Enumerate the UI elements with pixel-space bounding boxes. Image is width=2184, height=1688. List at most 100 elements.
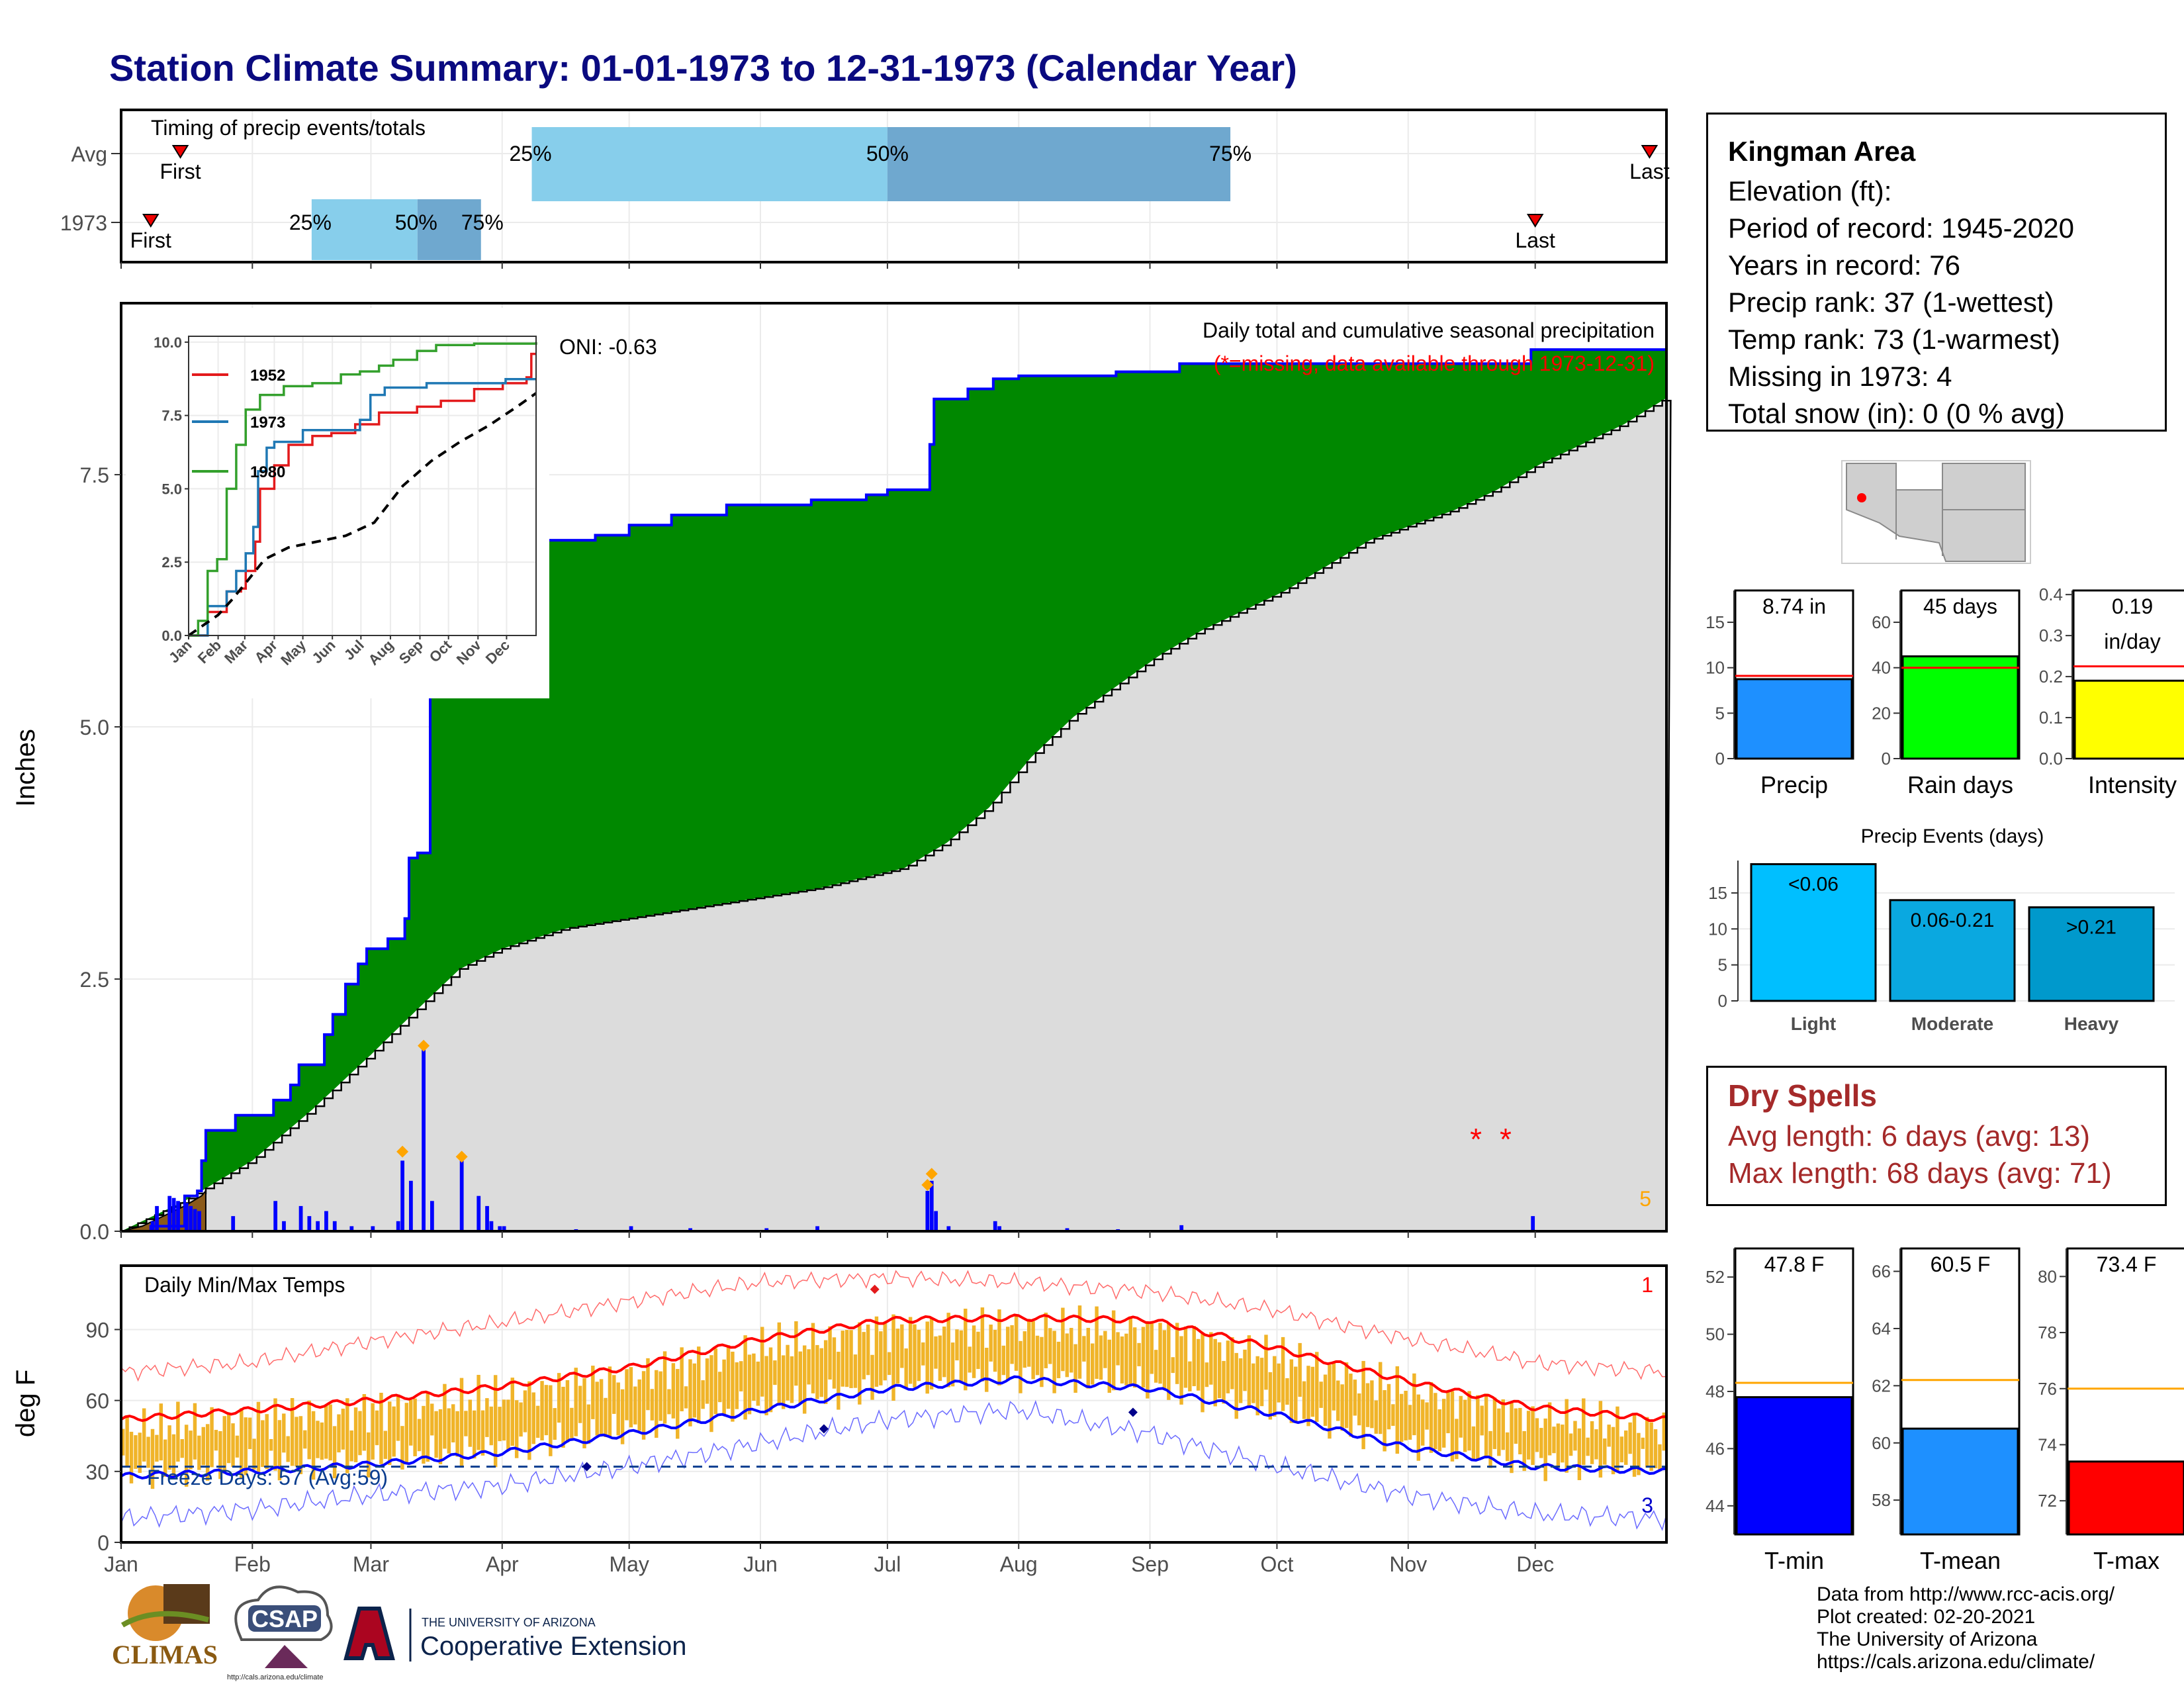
timing-p50-label: 50%	[395, 211, 437, 234]
daily-temp-bar	[976, 1331, 980, 1370]
daily-temp-bar	[735, 1362, 739, 1409]
footer-line: Data from http://www.rcc-acis.org/	[1817, 1583, 2115, 1605]
timing-p75-label: 75%	[1209, 142, 1251, 165]
daily-temp-bar	[1349, 1374, 1353, 1437]
daily-temp-bar	[586, 1404, 591, 1444]
record-min-line	[120, 1399, 1667, 1531]
daily-temp-bar	[324, 1404, 328, 1459]
temp-y-tick-label: 0	[97, 1531, 109, 1555]
daily-temp-bar	[1226, 1340, 1230, 1393]
timing-p75-label: 75%	[461, 211, 504, 234]
temperature-bar-charts: 44 46 48 50 52 47.8 F T-min 58 60 62 64 66 60.5 F T-m…	[1706, 1247, 2184, 1574]
summary-bar-charts: 0 5 10 15 8.74 in Precip 0 20 40 60 45 days Rain da…	[1706, 585, 2184, 798]
record-min-count: 3	[1641, 1493, 1653, 1517]
precip-event-bar-label: <0.06	[1788, 873, 1839, 895]
precip-total-bar	[1735, 678, 1853, 760]
daily-temp-bar	[1259, 1358, 1264, 1407]
daily-temp-bar	[1404, 1390, 1408, 1440]
daily-precip-bar	[400, 1160, 404, 1231]
daily-max-marker	[925, 1168, 938, 1180]
daily-temp-bar	[938, 1335, 942, 1382]
daily-temp-bar	[591, 1366, 595, 1419]
daily-temp-bar	[1408, 1405, 1412, 1440]
daily-temp-bar	[786, 1344, 790, 1401]
month-label: Jan	[104, 1552, 138, 1576]
daily-temp-bar	[802, 1345, 807, 1414]
daily-temp-bar	[1315, 1352, 1319, 1422]
mini-y-tick-label: 66	[1872, 1262, 1891, 1282]
precip-event-bar	[2028, 906, 2155, 1002]
station-info-box: Kingman Area Elevation (ft): Period of r…	[1706, 113, 2167, 432]
daily-temp-bar	[443, 1383, 447, 1449]
t-min-value-label: 47.8 F	[1764, 1252, 1825, 1276]
daily-temp-bar	[489, 1406, 493, 1446]
daily-temp-bar	[375, 1410, 379, 1446]
mini-y-tick-label: 10	[1706, 658, 1725, 678]
daily-temp-bar	[1158, 1323, 1162, 1384]
daily-temp-bar	[1518, 1407, 1522, 1454]
t-min-bar	[1735, 1396, 1853, 1536]
daily-temp-bar	[743, 1335, 747, 1420]
daily-temp-bar	[1192, 1326, 1196, 1387]
daily-temp-bar	[908, 1317, 913, 1384]
month-label: Jul	[874, 1552, 901, 1576]
daily-temp-bar	[1590, 1421, 1594, 1464]
daily-temp-bar	[680, 1347, 684, 1411]
daily-temp-bar	[1031, 1321, 1035, 1380]
month-label: Sep	[1131, 1552, 1169, 1576]
daily-temp-bar	[1649, 1422, 1653, 1471]
inset-y-tick-label: 10.0	[154, 334, 182, 351]
daily-temp-bar	[650, 1389, 655, 1421]
daily-temp-bar	[582, 1378, 586, 1448]
info-period: Period of record: 1945-2020	[1728, 212, 2075, 244]
info-elevation: Elevation (ft):	[1728, 175, 1892, 207]
daily-temp-bar	[1441, 1399, 1446, 1448]
main-y-tick-label: 2.5	[80, 968, 109, 992]
daily-temp-bar	[989, 1325, 993, 1362]
daily-temp-bar	[1370, 1380, 1374, 1429]
daily-temp-bar	[895, 1329, 900, 1384]
daily-temp-bar	[1132, 1327, 1137, 1388]
daily-temp-bar	[760, 1327, 764, 1397]
daily-max-marker	[396, 1145, 409, 1158]
daily-temp-bar	[1526, 1411, 1531, 1460]
intensity-value-label-2: in/day	[2104, 630, 2160, 653]
daily-temp-bar	[1378, 1362, 1383, 1434]
daily-temp-bar	[1361, 1360, 1365, 1450]
precip-total-category-label: Precip	[1760, 771, 1828, 798]
daily-temp-bar	[248, 1417, 252, 1450]
daily-temp-bar	[866, 1324, 870, 1376]
daily-temp-bar	[1019, 1340, 1023, 1393]
rain-days-bar	[1901, 655, 2019, 760]
daily-temp-bar	[256, 1401, 261, 1473]
daily-temp-bar	[718, 1372, 722, 1403]
daily-temp-bar	[570, 1407, 574, 1438]
timing-bar-q1	[531, 127, 887, 201]
daily-temp-bar	[269, 1438, 273, 1451]
daily-temp-bar	[244, 1417, 248, 1476]
main-y-tick-label: 7.5	[80, 463, 109, 487]
daily-temp-bar	[773, 1360, 777, 1385]
events-y-tick-label: 10	[1708, 919, 1727, 939]
daily-temp-bar	[404, 1403, 409, 1465]
t-max-value-label: 73.4 F	[2097, 1252, 2157, 1276]
rain-days-value-label: 45 days	[1923, 594, 1997, 618]
mini-y-tick-label: 64	[1872, 1319, 1891, 1338]
daily-temp-bar	[298, 1416, 303, 1474]
mini-y-tick-label: 46	[1706, 1438, 1725, 1458]
daily-temp-bar	[1023, 1331, 1027, 1368]
dry-spells-avg: Avg length: 6 days (avg: 13)	[1728, 1120, 2091, 1152]
daily-temp-bar	[837, 1352, 841, 1410]
daily-temp-bar	[625, 1369, 629, 1421]
climas-wave-icon	[120, 1611, 210, 1628]
inset-series-line	[189, 377, 536, 637]
daily-temp-bar	[180, 1439, 184, 1458]
daily-temp-bar	[1179, 1336, 1183, 1405]
daily-temp-bar	[1632, 1414, 1637, 1477]
dry-spells-title: Dry Spells	[1728, 1078, 1877, 1113]
daily-temp-bar	[1086, 1327, 1091, 1389]
daily-precip-bar	[167, 1196, 172, 1231]
daily-temp-bar	[235, 1435, 240, 1458]
daily-temp-bar	[1183, 1326, 1188, 1388]
daily-temp-bar	[222, 1416, 226, 1474]
